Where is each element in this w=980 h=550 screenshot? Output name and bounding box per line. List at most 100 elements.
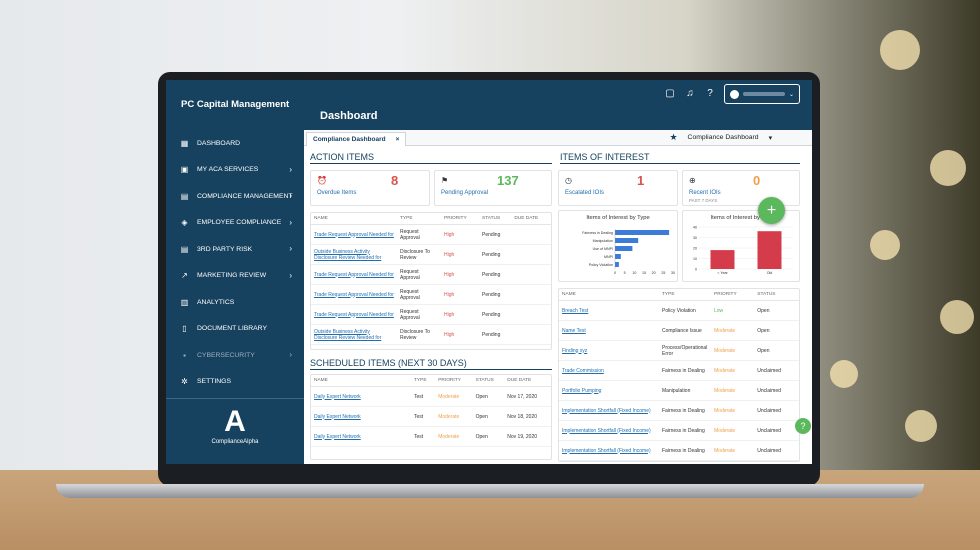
sidebar-item[interactable]: ▥ ANALYTICS [166,289,304,316]
table-cell[interactable]: Outside Business Activity Disclosure Rev… [311,324,397,345]
table-cell: Manipulation [659,380,711,401]
ioi-by-age-chart-card: Items of Interest by Age 0 10 20 30 40 < Year… [682,210,800,282]
table-cell[interactable]: Daily Expert Network [311,426,411,447]
close-icon[interactable]: × [395,136,400,143]
table-row[interactable]: Daily Expert Network Test Moderate Open Nov … [311,386,551,407]
table-cell: Unclaimed [754,440,799,461]
table-cell: Request Approval [397,264,441,285]
col-priority: PRIORITY [711,289,755,301]
sidebar: PC Capital Management ▦ DASHBOARD ▣ MY ACA … [166,80,304,464]
tab-compliance-dashboard[interactable]: Compliance Dashboard × [306,132,407,146]
user-name-blurred [743,92,785,96]
table-cell: Low [711,300,755,321]
chevron-down-icon: ⌄ [788,91,794,98]
top-icons: ▢ ♫ ? ⌄ [664,84,800,104]
table-cell[interactable]: Trade Request Approval Needed for [311,284,397,305]
sidebar-item[interactable]: ▤ 3RD PARTY RISK › [166,236,304,263]
bar [757,231,782,269]
sidebar-item[interactable]: ▤ COMPLIANCE MANAGEMENT › [166,183,304,210]
chevron-right-icon: › [289,350,292,359]
grid-icon: ▦ [180,138,189,148]
table-cell[interactable]: Trade Commission [559,360,659,381]
tick-label: Old [767,271,773,275]
table-row[interactable]: Trade Commission Fairness in Dealing Moder… [559,360,799,381]
table-row[interactable]: Outside Business Activity Disclosure Rev… [311,324,551,345]
table-row[interactable]: Implementation Shortfall (Fixed Income) F… [559,400,799,421]
table-cell[interactable]: Trade Request Approval Needed for [311,264,397,285]
table-cell: Pending [479,264,512,285]
table-cell[interactable]: Implementation Shortfall (Fixed Income) [559,420,659,441]
table-cell: High [441,304,479,325]
table-cell[interactable]: Breach Test [559,300,659,321]
table-cell[interactable]: Name Test [559,320,659,341]
help-chat-icon[interactable]: ? [795,418,811,434]
table-row[interactable]: Breach Test Policy Violation Low Open [559,300,799,321]
table-cell: Unclaimed [754,360,799,381]
table-row[interactable]: Trade Request Approval Needed for Request… [311,224,551,245]
recent-iois-card[interactable]: ⊕ Recent IOIs PAST 7 DAYS 0 [682,170,800,206]
table-cell: Moderate [435,406,473,427]
star-icon[interactable]: ★ [669,132,678,142]
table-row[interactable]: Trade Request Approval Needed for Request… [311,284,551,305]
add-button[interactable]: + [758,197,785,224]
tick-label: 20 [652,271,656,275]
col-type: TYPE [659,289,711,301]
chart-title: Items of Interest by Age [710,215,772,221]
escalated-iois-card[interactable]: ◷ Escalated IOIs 1 [558,170,678,206]
table-cell[interactable]: Trade Request Approval Needed for [311,304,397,325]
table-cell[interactable]: Trade Request Approval Needed for [311,224,397,245]
table-row[interactable]: Trade Request Approval Needed for Request… [311,264,551,285]
table-cell [511,304,551,325]
table-row[interactable]: Name Test Compliance Issue Moderate Open [559,320,799,341]
table-cell: Moderate [711,360,755,381]
user-menu[interactable]: ⌄ [724,84,800,104]
sidebar-item[interactable]: ✲ SETTINGS [166,369,304,396]
action-items-table-card: NAME TYPE PRIORITY STATUS DUE DATE Trade… [310,212,552,350]
table-row[interactable]: Daily Expert Network Test Moderate Open Nov … [311,406,551,427]
table-cell[interactable]: Portfolio Pumping [559,380,659,401]
bar [615,254,621,259]
stat-value: 1 [637,173,645,188]
table-cell[interactable]: Outside Business Activity Disclosure Rev… [311,244,397,265]
stat-label: Pending Approval [441,190,489,196]
overdue-items-card[interactable]: ⏰ Overdue Items 8 [310,170,430,206]
dashboard-selector[interactable]: ★ Compliance Dashboard ▾ [669,132,772,143]
table-cell: Policy Violation [659,300,711,321]
ioi-by-age-chart: 0 10 20 30 40 < Year Old [693,225,793,275]
bar [615,238,639,243]
table-cell: High [441,284,479,305]
table-row[interactable]: Outside Business Activity Disclosure Rev… [311,244,551,265]
table-cell[interactable]: Finding xyz [559,340,659,361]
pending-approval-card[interactable]: ⚑ Pending Approval 137 [434,170,552,206]
sidebar-item[interactable]: ▦ DASHBOARD [166,130,304,157]
tick-label: 15 [642,271,646,275]
table-row[interactable]: Trade Request Approval Needed for Request… [311,304,551,325]
sidebar-item[interactable]: ▯ DOCUMENT LIBRARY [166,316,304,343]
table-cell: Disclosure To Review [397,324,441,345]
lock-icon: ▪ [183,350,186,360]
table-row[interactable]: Implementation Shortfall (Fixed Income) F… [559,440,799,461]
table-cell: Pending [479,324,512,345]
chevron-right-icon: › [289,270,292,280]
table-cell: Nov 18, 2020 [504,406,551,427]
chat-icon[interactable]: ▢ [665,88,675,99]
table-row[interactable]: Finding xyz Process/Operational Error Mode… [559,340,799,361]
page-title: Dashboard [320,110,378,122]
table-header-row: NAME TYPE PRIORITY STATUS DUE DATE [311,375,551,387]
table-cell[interactable]: Daily Expert Network [311,406,411,427]
table-cell[interactable]: Daily Expert Network [311,386,411,407]
sidebar-nav: ▦ DASHBOARD ▣ MY ACA SERVICES › ▤ COMPLIANCE M… [166,130,304,395]
table-row[interactable]: Daily Expert Network Test Moderate Open Nov … [311,426,551,447]
table-cell[interactable]: Implementation Shortfall (Fixed Income) [559,400,659,421]
sidebar-item[interactable]: ▣ MY ACA SERVICES › [166,157,304,184]
table-cell[interactable]: Implementation Shortfall (Fixed Income) [559,440,659,461]
table-row[interactable]: Implementation Shortfall (Fixed Income) F… [559,420,799,441]
help-icon[interactable]: ? [707,88,713,99]
bell-icon[interactable]: ♫ [686,88,694,99]
sidebar-item[interactable]: ▪ CYBERSECURITY › [166,342,304,369]
bokeh-light [880,30,920,70]
sidebar-item[interactable]: ◈ EMPLOYEE COMPLIANCE › [166,210,304,237]
sidebar-item[interactable]: ↗ MARKETING REVIEW › [166,263,304,290]
table-row[interactable]: Portfolio Pumping Manipulation Moderate Unc… [559,380,799,401]
tick-label: 25 [661,271,665,275]
